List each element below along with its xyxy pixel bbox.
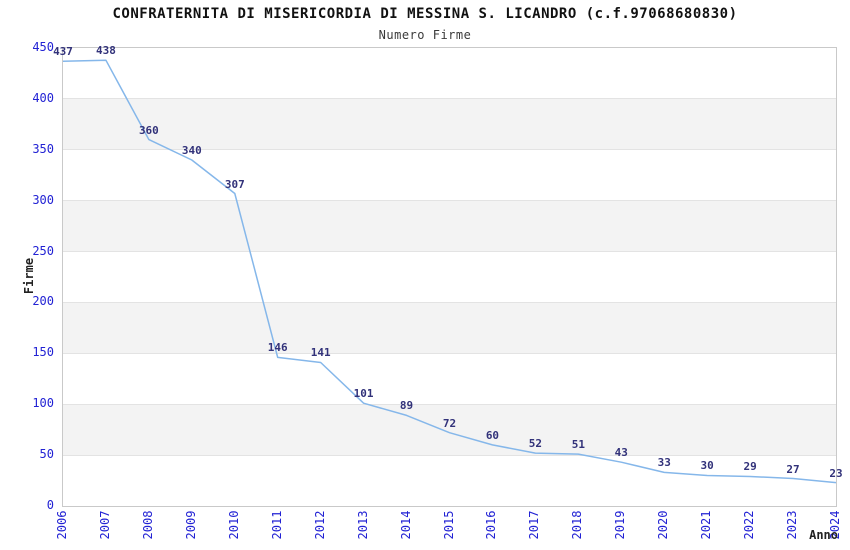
x-tick-label: 2008 bbox=[140, 510, 155, 540]
x-tick-label: 2016 bbox=[484, 510, 499, 540]
trend-line bbox=[63, 59, 836, 484]
grid-band bbox=[63, 404, 836, 456]
data-point-label: 89 bbox=[399, 399, 414, 413]
gridline bbox=[63, 301, 836, 303]
data-point-label: 141 bbox=[310, 346, 331, 360]
gridline bbox=[63, 454, 836, 456]
data-point-label: 340 bbox=[181, 143, 202, 157]
x-tick-label: 2022 bbox=[742, 510, 757, 540]
gridline bbox=[63, 403, 836, 405]
y-tick-label: 100 bbox=[32, 396, 54, 411]
data-point-label: 51 bbox=[571, 438, 585, 452]
data-point-label: 23 bbox=[829, 466, 843, 480]
x-tick-label: 2018 bbox=[570, 510, 585, 540]
y-tick-label: 300 bbox=[32, 192, 54, 207]
x-tick-label: 2007 bbox=[97, 510, 112, 540]
chart-title: CONFRATERNITA DI MISERICORDIA DI MESSINA… bbox=[112, 6, 738, 22]
y-tick-label: 200 bbox=[32, 294, 54, 309]
y-tick-label: 50 bbox=[39, 447, 54, 462]
x-tick-label: 2020 bbox=[656, 510, 671, 540]
x-tick-label: 2011 bbox=[269, 510, 284, 540]
gridline bbox=[63, 352, 836, 354]
gridline bbox=[63, 98, 836, 100]
data-point-label: 101 bbox=[353, 387, 374, 401]
grid-band bbox=[63, 302, 836, 354]
y-tick-label: 450 bbox=[32, 40, 54, 54]
x-tick-label: 2006 bbox=[55, 510, 69, 540]
data-point-label: 146 bbox=[267, 341, 288, 355]
y-tick-label: 400 bbox=[32, 90, 54, 105]
data-point-label: 30 bbox=[700, 459, 714, 473]
data-point-label: 360 bbox=[138, 123, 159, 137]
x-tick-label: 2010 bbox=[226, 510, 241, 540]
x-tick-label: 2019 bbox=[613, 510, 628, 540]
data-point-label: 27 bbox=[786, 462, 800, 476]
plot-area: 437 438 360 340 307 146 141 101 89 72 60 52 51 43 33 30… bbox=[53, 44, 843, 507]
x-tick-label: 2014 bbox=[398, 510, 413, 540]
data-point-label: 33 bbox=[657, 456, 671, 470]
data-point-label: 60 bbox=[485, 428, 500, 442]
y-tick-label: 150 bbox=[32, 345, 54, 360]
chart-subtitle: Numero Firme bbox=[378, 28, 472, 42]
data-point-label: 307 bbox=[224, 177, 245, 191]
x-tick-label: 2013 bbox=[355, 510, 370, 540]
grid-band bbox=[63, 98, 836, 150]
y-tick-label: 350 bbox=[32, 141, 54, 156]
y-tick-label: 0 bbox=[46, 498, 54, 512]
gridline bbox=[63, 251, 836, 253]
trend-line-path bbox=[63, 59, 836, 484]
y-axis-label: Firme bbox=[22, 257, 36, 295]
x-tick-label: 2023 bbox=[785, 510, 800, 540]
data-point-label: 43 bbox=[614, 446, 628, 460]
x-tick-label: 2021 bbox=[699, 510, 714, 540]
x-axis-label: Anno bbox=[809, 528, 838, 542]
x-tick-label: 2015 bbox=[441, 510, 456, 540]
x-tick-label: 2012 bbox=[312, 510, 327, 540]
y-tick-label: 250 bbox=[32, 243, 54, 258]
gridline bbox=[63, 149, 836, 151]
data-point-label: 438 bbox=[96, 44, 116, 58]
data-point-label: 437 bbox=[53, 45, 73, 59]
data-point-label: 52 bbox=[528, 437, 542, 451]
gridline bbox=[63, 200, 836, 202]
x-tick-label: 2009 bbox=[183, 510, 198, 540]
x-tick-label: 2017 bbox=[527, 510, 542, 540]
grid-band bbox=[63, 200, 836, 252]
data-point-label: 29 bbox=[743, 460, 757, 474]
data-point-label: 72 bbox=[442, 416, 457, 430]
